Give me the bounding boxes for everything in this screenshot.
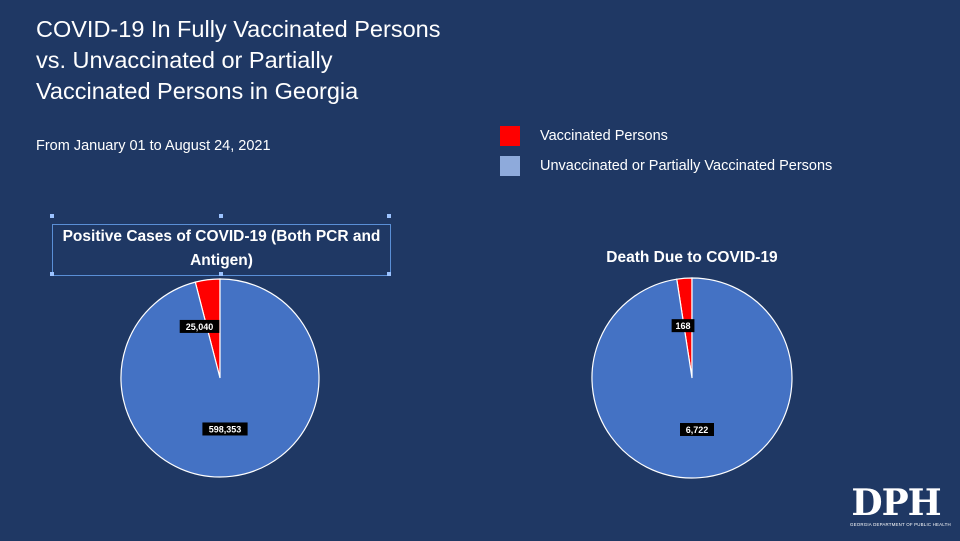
selection-handle-top-right[interactable] [387, 214, 391, 218]
cases-data-label-vaccinated: 25,040 [179, 319, 220, 333]
legend: Vaccinated Persons Unvaccinated or Parti… [500, 126, 832, 186]
svg-text:168: 168 [676, 321, 691, 331]
selection-handle-bottom-mid[interactable] [219, 272, 223, 276]
page-title-line-2: vs. Unvaccinated or Partially [36, 47, 333, 73]
legend-swatch-vaccinated [500, 126, 520, 146]
dph-logo-subtext: GEORGIA DEPARTMENT OF PUBLIC HEALTH [850, 522, 951, 527]
cases-chart-title[interactable]: Positive Cases of COVID-19 (Both PCR and… [52, 224, 391, 276]
legend-item-unvaccinated: Unvaccinated or Partially Vaccinated Per… [500, 156, 832, 176]
dph-logo: DPH GEORGIA DEPARTMENT OF PUBLIC HEALTH [850, 482, 951, 532]
cases-pie-chart: 25,040 598,353 [120, 278, 320, 478]
legend-item-vaccinated: Vaccinated Persons [500, 126, 832, 146]
svg-text:6,722: 6,722 [686, 425, 709, 435]
svg-text:25,040: 25,040 [186, 322, 214, 332]
page-title-line-3: Vaccinated Persons in Georgia [36, 78, 359, 104]
selection-handle-bottom-right[interactable] [387, 272, 391, 276]
deaths-data-label-vaccinated: 168 [671, 319, 695, 333]
legend-label-vaccinated: Vaccinated Persons [540, 128, 668, 144]
selection-handle-bottom-left[interactable] [50, 272, 54, 276]
page-title-line-1: COVID-19 In Fully Vaccinated Persons [36, 16, 441, 42]
deaths-chart-title: Death Due to COVID-19 [606, 249, 778, 266]
svg-text:598,353: 598,353 [209, 424, 242, 434]
dph-logo-text: DPH [851, 482, 941, 524]
date-range-subtitle: From January 01 to August 24, 2021 [36, 138, 271, 154]
deaths-pie-chart: 168 6,722 [591, 277, 793, 479]
legend-label-unvaccinated: Unvaccinated or Partially Vaccinated Per… [540, 158, 833, 174]
selection-handle-top-left[interactable] [50, 214, 54, 218]
page-title: COVID-19 In Fully Vaccinated Persons vs.… [36, 14, 496, 107]
cases-slice-unvaccinated [120, 278, 320, 478]
deaths-slice-unvaccinated [591, 277, 793, 479]
deaths-data-label-unvaccinated: 6,722 [680, 423, 714, 436]
selection-handle-top-mid[interactable] [219, 214, 223, 218]
cases-data-label-unvaccinated: 598,353 [202, 422, 248, 436]
legend-swatch-unvaccinated [500, 156, 520, 176]
